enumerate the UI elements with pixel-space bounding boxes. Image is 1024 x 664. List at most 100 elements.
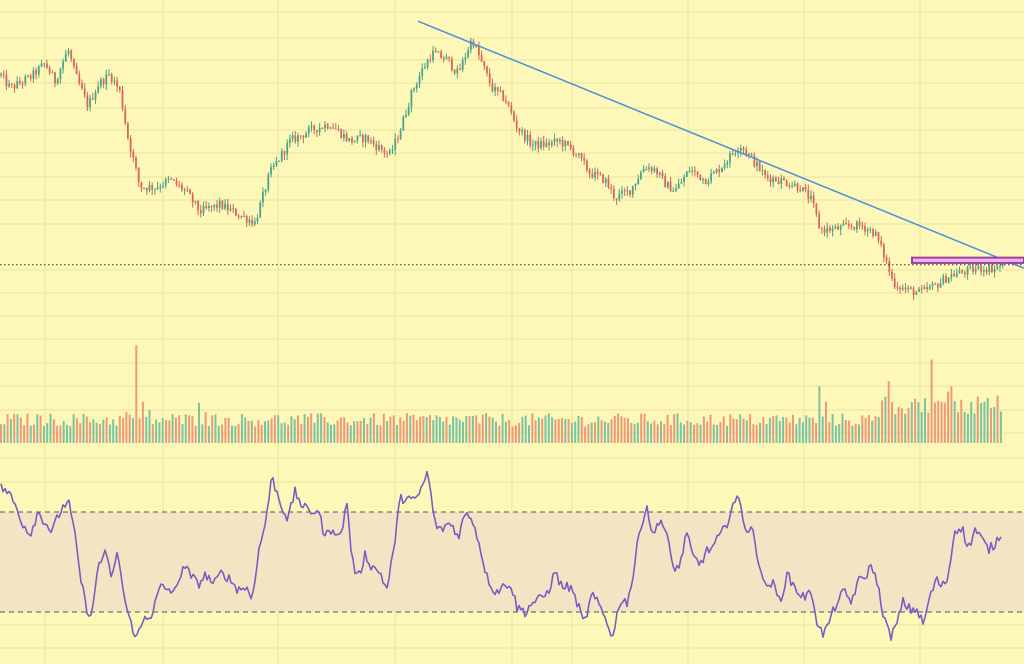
candle-body	[426, 59, 429, 68]
volume-bar	[874, 415, 877, 443]
candle-body	[904, 287, 907, 290]
volume-bar	[547, 413, 550, 443]
candle-body	[264, 189, 267, 192]
candle-body	[696, 171, 699, 175]
volume-bar	[821, 416, 824, 443]
trendline[interactable]	[417, 20, 1024, 269]
volume-bar	[260, 424, 263, 443]
volume-bar	[382, 413, 385, 443]
price-pane	[0, 20, 1024, 301]
volume-bar	[475, 415, 478, 443]
volume-bar	[524, 415, 527, 443]
candle-body	[564, 141, 567, 147]
volume-bar	[108, 424, 111, 443]
candle-body	[561, 139, 564, 147]
volume-bar	[788, 422, 791, 443]
volume-bar	[336, 420, 339, 443]
candle-body	[321, 127, 324, 129]
volume-bar	[584, 426, 587, 443]
volume-bar	[712, 424, 715, 443]
volume-bar	[366, 424, 369, 443]
candle-body	[116, 80, 118, 87]
volume-bar	[801, 422, 804, 443]
candle-body	[642, 169, 645, 173]
candle-body	[483, 61, 486, 67]
volume-bar	[782, 416, 785, 443]
candle-body	[548, 142, 550, 146]
volume-bar	[937, 400, 940, 443]
candle-body	[78, 74, 81, 84]
volume-bar	[557, 418, 560, 443]
candle-body	[186, 189, 189, 191]
volume-bar	[541, 418, 544, 443]
volume-bar	[42, 426, 45, 443]
candle-body	[86, 95, 89, 108]
candle-body	[294, 135, 297, 142]
volume-bar	[254, 426, 257, 443]
candle-body	[162, 185, 164, 187]
candle-body	[432, 50, 434, 61]
volume-bar	[778, 420, 781, 443]
volume-bar	[270, 418, 273, 443]
candle-body	[313, 125, 316, 131]
candle-body	[283, 150, 286, 155]
candle-body	[637, 179, 640, 185]
volume-bar	[280, 423, 283, 443]
volume-bar	[828, 422, 831, 443]
volume-bar	[161, 418, 164, 443]
volume-bar	[920, 412, 923, 443]
candle-body	[418, 76, 421, 85]
candle-body	[302, 135, 305, 138]
volume-bar	[165, 419, 167, 443]
volume-bar	[577, 415, 580, 443]
volume-bar	[425, 417, 428, 443]
candle-body	[73, 59, 75, 67]
candle-body	[791, 185, 793, 187]
candle-body	[70, 50, 73, 60]
candle-body	[950, 274, 953, 278]
candle-body	[164, 179, 167, 186]
candle-body	[518, 128, 521, 132]
volume-bar	[679, 422, 682, 443]
volume-bar	[478, 423, 481, 443]
volume-bar	[646, 421, 649, 443]
candle-body	[496, 87, 499, 91]
volume-bar	[353, 421, 356, 443]
volume-bar	[702, 416, 705, 443]
candle-body	[221, 200, 224, 209]
volume-bar	[151, 424, 154, 443]
candle-body	[955, 273, 958, 277]
volume-bar	[633, 424, 636, 443]
candle-body	[54, 72, 56, 84]
volume-bar	[422, 416, 425, 443]
volume-bar	[323, 417, 326, 443]
candle-body	[488, 73, 491, 84]
candle-body	[170, 178, 172, 180]
price-zone-rectangle[interactable]	[911, 256, 1024, 264]
candle-body	[502, 90, 505, 101]
volume-bar	[900, 408, 903, 443]
volume-bar	[204, 412, 207, 443]
volume-bar	[904, 413, 907, 443]
volume-bar	[287, 424, 290, 443]
candle-body	[550, 141, 553, 146]
candle-body	[847, 223, 850, 226]
candle-body	[469, 40, 472, 51]
candle-body	[685, 171, 688, 177]
candle-body	[407, 106, 410, 115]
volume-bar	[742, 418, 745, 443]
candle-body	[707, 181, 710, 185]
volume-bar	[6, 414, 9, 443]
volume-bar	[442, 421, 445, 443]
volume-bar	[594, 422, 596, 443]
volume-bar	[986, 397, 989, 443]
candle-body	[796, 183, 799, 191]
candle-body	[748, 153, 750, 155]
candle-body	[289, 138, 291, 143]
candle-body	[108, 74, 110, 76]
volume-bar	[412, 414, 415, 443]
candle-body	[262, 191, 264, 203]
volume-bar	[894, 414, 897, 443]
volume-bar	[194, 425, 197, 443]
candle-body	[59, 68, 62, 80]
